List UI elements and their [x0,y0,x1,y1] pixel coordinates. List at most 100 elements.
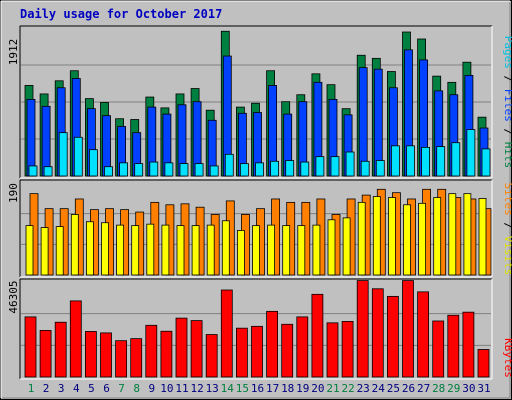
kbytes-bar [311,293,324,378]
x-tick-label: 26 [402,382,415,395]
visits-bar [116,224,124,276]
x-tick-label: 22 [341,382,354,395]
visits-bar [55,226,64,276]
kbytes-bar [85,331,97,378]
pages-bar [239,163,249,177]
x-tick-label: 1 [28,382,35,395]
middle-max-label: 190 [7,183,20,203]
legend-hits: Hits [502,142,512,169]
kbytes-bar [371,288,384,378]
legend-middle: Sites / Visits [502,183,512,276]
pages-bar [330,156,340,177]
pages-bar [224,153,234,177]
kbytes-bar [326,322,339,378]
visits-bar [372,196,381,276]
pages-bar [209,165,219,177]
pages-bar [255,162,264,177]
chart-title: Daily usage for October 2017 [20,7,222,21]
visits-bar [403,204,411,276]
visits-bar [131,225,140,276]
pages-bar [58,132,68,177]
kbytes-bar [205,334,218,378]
pages-bar [300,161,310,177]
x-tick-label: 29 [447,382,460,395]
legend-kbytes: KBytes [502,338,512,378]
visits-bar [463,193,472,276]
files-bar [358,67,368,177]
kbytes-bar [130,338,143,378]
kbytes-bar [24,316,37,378]
pages-bar [315,156,325,177]
kbytes-bar [417,291,430,378]
pages-bar [28,165,38,177]
x-tick-label: 18 [281,382,294,395]
bars-layer [24,30,492,378]
x-tick-label: 20 [311,382,324,395]
x-tick-label: 11 [175,382,188,395]
x-tick-label: 12 [190,382,203,395]
legend-bottom: KBytes [502,338,512,378]
kbytes-bar [477,349,490,378]
kbytes-bar [341,321,354,378]
visits-bar [191,225,200,276]
x-tick-label: 15 [236,382,249,395]
pages-bar [43,166,53,177]
visits-bar [101,222,109,276]
x-tick-label: 9 [148,382,155,395]
kbytes-bar [462,311,475,378]
kbytes-bar [190,320,203,378]
x-tick-label: 30 [462,382,475,395]
visits-bar [70,214,79,276]
x-tick-label: 3 [58,382,65,395]
kbytes-bar [281,323,294,378]
visits-bar [176,225,185,276]
kbytes-bar [296,316,309,378]
legend-sites: Sites [502,183,512,216]
visits-bar [86,221,94,276]
visits-bar [342,217,351,276]
kbytes-bar [447,314,460,378]
x-tick-label: 8 [133,382,140,395]
bottom-max-label: 46305 [7,280,20,313]
visits-bar [236,230,245,276]
visits-bar [327,219,336,276]
kbytes-bar [402,280,414,378]
x-tick-label: 17 [266,382,279,395]
files-bar [26,98,36,177]
x-tick-label: 16 [251,382,264,395]
x-tick-label: 21 [326,382,339,395]
x-tick-label: 31 [477,382,490,395]
x-tick-label: 24 [372,382,386,395]
pages-bar [285,160,295,177]
visits-bar [357,201,366,276]
x-tick-label: 7 [118,382,125,395]
pages-bar [421,146,431,177]
kbytes-bar [69,300,82,378]
pages-bar [375,160,385,177]
x-tick-label: 13 [206,382,219,395]
visits-bar [478,198,487,276]
kbytes-bar [386,295,399,378]
kbytes-bar [115,340,127,378]
x-tick-label: 5 [88,382,95,395]
files-bar [373,68,383,177]
x-tick-label: 23 [357,382,370,395]
pages-bar [194,163,204,177]
kbytes-bar [251,325,263,378]
pages-bar [451,142,461,177]
pages-bar [406,145,415,177]
legend-top: Pages / Files / Hits [502,36,512,169]
pages-bar [345,151,355,177]
pages-bar [89,149,98,177]
pages-bar [164,162,174,177]
visits-bar [312,224,321,276]
pages-bar [73,136,83,177]
kbytes-bar [175,317,188,378]
visits-bar [433,197,442,276]
visits-bar [282,225,291,276]
pages-bar [436,146,446,177]
kbytes-bar [160,330,173,378]
visits-bar [161,224,170,276]
x-tick-label: 27 [417,382,430,395]
visits-bar [418,202,427,276]
